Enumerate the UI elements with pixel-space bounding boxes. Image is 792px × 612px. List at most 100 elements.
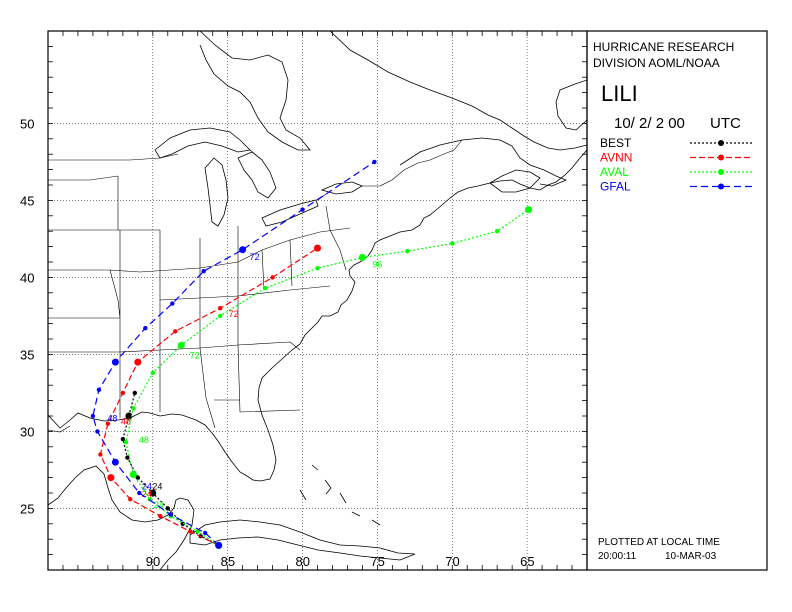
- tau-label: 72: [229, 309, 239, 319]
- track-point-avnn: [218, 306, 223, 311]
- track-point-best: [125, 455, 130, 460]
- org-line-1: HURRICANE RESEARCH: [593, 40, 734, 54]
- track-point-aval: [405, 249, 410, 254]
- lake-superior: [154, 127, 251, 159]
- track-point-gfal: [372, 159, 377, 165]
- track-point-avnn: [98, 452, 103, 457]
- newfoundland: [555, 79, 587, 131]
- time-zone: UTC: [710, 115, 741, 132]
- tau-label: 24: [152, 481, 162, 491]
- axis-labels: 25 30 35 40 45 50 90 85 80 75 70 65: [20, 30, 588, 571]
- track-point-avnn: [105, 421, 111, 426]
- tau-label: 24: [154, 500, 164, 510]
- tau-label: 96: [372, 260, 382, 270]
- track-point-aval: [123, 440, 129, 445]
- legend-marker-avnn: [718, 154, 724, 161]
- lon-tick-label: 75: [370, 554, 384, 569]
- track-point-best: [149, 489, 157, 497]
- tau-label: 24: [142, 481, 152, 491]
- track-point-avnn: [158, 513, 163, 519]
- us-mexico-border: [48, 425, 71, 433]
- track-point-best: [135, 475, 140, 480]
- legend-marker-gfal: [718, 183, 724, 190]
- lake-huron: [237, 151, 277, 199]
- tau-label: 72: [250, 252, 260, 262]
- track-point-aval: [315, 266, 320, 271]
- lat-tick-label: 40: [20, 270, 34, 285]
- map-frame: [47, 30, 588, 571]
- basemap: [48, 31, 587, 570]
- legend-panel-frame: [586, 30, 768, 571]
- tau-label: 48: [121, 417, 131, 427]
- track-point-best: [125, 412, 133, 420]
- track-gfal: 24 48 72: [90, 159, 377, 549]
- track-point-gfal: [90, 413, 96, 419]
- lon-tick-label: 65: [520, 554, 534, 569]
- track-line-aval: [125, 209, 529, 546]
- track-point-avnn: [173, 329, 178, 334]
- track-point-aval: [195, 529, 200, 534]
- bahamas: [299, 464, 381, 526]
- track-point-best: [165, 506, 170, 511]
- track-point-gfal: [203, 530, 208, 536]
- lon-tick-label: 70: [445, 554, 459, 569]
- labrador-coastline: [329, 31, 587, 151]
- track-point-avnn: [120, 390, 126, 396]
- lon-tick-label: 80: [296, 554, 310, 569]
- track-point-gfal: [95, 429, 100, 434]
- track-point-gfal: [137, 490, 142, 496]
- nova-scotia: [489, 169, 541, 193]
- storm-name: LILI: [601, 81, 638, 106]
- track-point-gfal: [215, 541, 223, 549]
- legend-label-aval: AVAL: [600, 165, 629, 179]
- track-point-aval: [131, 406, 136, 411]
- track-point-gfal: [168, 512, 173, 517]
- lat-tick-label: 35: [20, 347, 34, 362]
- legend-label-avnn: AVNN: [600, 151, 632, 165]
- us-coastline: [48, 149, 587, 482]
- lat-tick-label: 30: [20, 424, 34, 439]
- track-point-best: [120, 436, 126, 442]
- hudson-bay: [199, 31, 311, 151]
- track-point-aval: [262, 286, 268, 291]
- lat-lon-grid: [48, 31, 587, 570]
- track-point-avnn: [128, 497, 133, 502]
- lon-tick-label: 85: [221, 554, 235, 569]
- track-point-gfal: [111, 458, 119, 466]
- track-point-aval: [495, 229, 500, 234]
- track-point-avnn: [314, 244, 321, 252]
- track-point-aval: [150, 370, 155, 376]
- init-date: 10/ 2/ 2 00: [614, 115, 685, 132]
- track-point-gfal: [201, 269, 206, 274]
- track-point-gfal: [239, 246, 247, 254]
- plot-date: 10-MAR-03: [665, 551, 717, 562]
- legend-label-best: BEST: [600, 136, 632, 150]
- track-point-avnn: [188, 529, 193, 534]
- cuba-coastline: [189, 519, 416, 561]
- track-point-gfal: [96, 387, 102, 392]
- track-line-avnn: [99, 247, 318, 546]
- lake-michigan: [204, 157, 229, 227]
- track-line-best: [122, 392, 219, 546]
- track-point-aval: [358, 253, 366, 261]
- track-point-avnn: [270, 275, 275, 280]
- org-line-2: DIVISION AOML/NOAA: [593, 56, 720, 70]
- tau-label: 72: [190, 350, 200, 360]
- track-point-aval: [450, 241, 455, 246]
- tau-label: 48: [107, 414, 117, 424]
- track-point-avnn: [107, 474, 115, 482]
- legend-marker-aval: [718, 169, 724, 175]
- state-borders: [48, 175, 351, 429]
- track-point-aval: [525, 206, 533, 214]
- track-point-aval: [129, 471, 137, 478]
- track-point-aval: [218, 313, 223, 319]
- track-point-gfal: [111, 358, 119, 366]
- track-point-best: [132, 390, 137, 396]
- tau-label: 48: [139, 435, 149, 445]
- legend-label-gfal: GFAL: [600, 180, 631, 194]
- track-point-best: [180, 521, 185, 526]
- track-point-gfal: [143, 326, 148, 331]
- track-line-gfal: [92, 161, 375, 546]
